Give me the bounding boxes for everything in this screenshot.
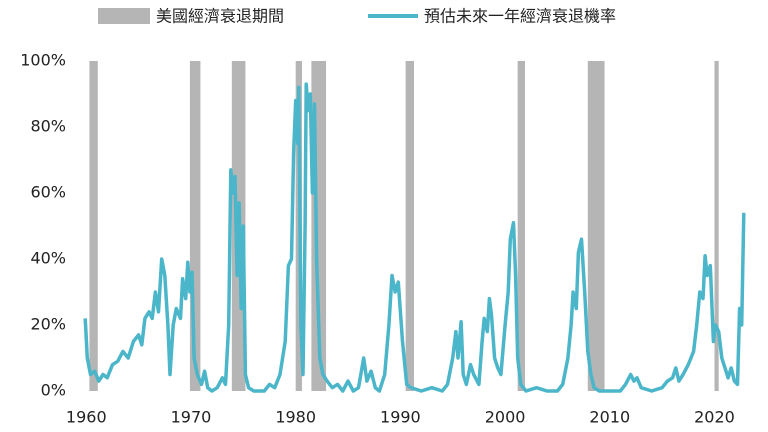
- y-tick-label: 100%: [20, 51, 66, 70]
- x-tick-label: 1980: [275, 408, 316, 427]
- x-tick-label: 2010: [589, 408, 630, 427]
- x-tick-label: 2020: [694, 408, 735, 427]
- recession-band: [189, 61, 201, 391]
- recession-band: [714, 61, 719, 391]
- x-tick-label: 1970: [171, 408, 212, 427]
- y-tick-label: 40%: [30, 249, 66, 268]
- recession-band: [517, 61, 525, 391]
- x-tick-label: 1960: [66, 408, 107, 427]
- legend-label: 預估未來一年經濟衰退機率: [424, 7, 616, 26]
- legend-swatch-recession: [98, 8, 150, 24]
- legend-label: 美國經濟衰退期間: [156, 7, 284, 26]
- y-tick-label: 60%: [30, 183, 66, 202]
- y-tick-label: 20%: [30, 315, 66, 334]
- probability-line: [83, 82, 746, 393]
- recession-band: [587, 61, 605, 391]
- y-tick-label: 80%: [30, 117, 66, 136]
- recession-band: [89, 61, 98, 391]
- y-tick-label: 0%: [41, 381, 66, 400]
- x-tick-label: 1990: [380, 408, 421, 427]
- x-tick-label: 2000: [485, 408, 526, 427]
- recession-band: [405, 61, 414, 391]
